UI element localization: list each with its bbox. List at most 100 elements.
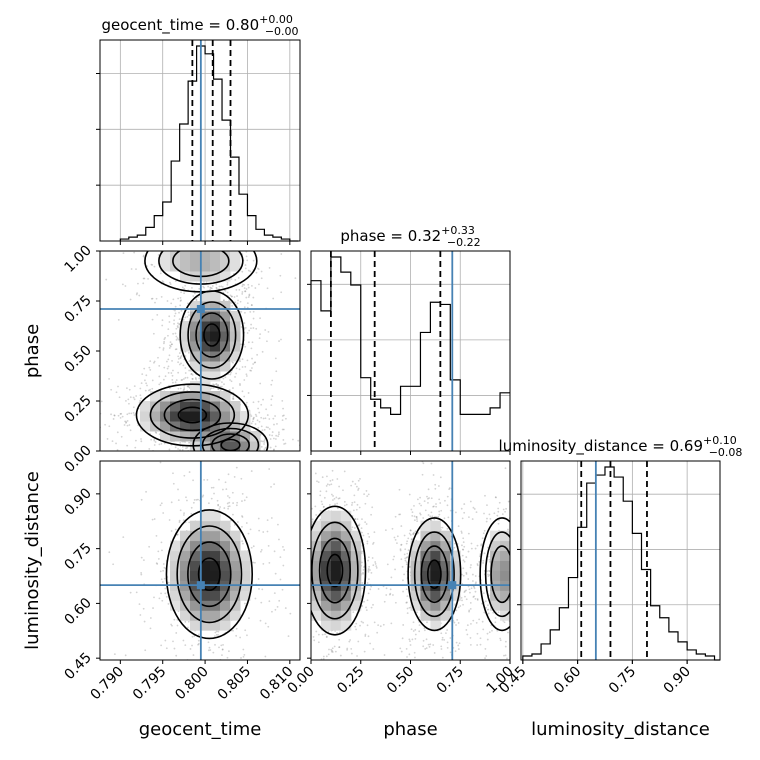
scatter-point: [499, 637, 502, 640]
scatter-point: [171, 359, 173, 362]
scatter-point: [236, 295, 238, 297]
scatter-point: [423, 629, 426, 632]
scatter-point: [437, 515, 440, 518]
scatter-point: [461, 599, 463, 602]
scatter-point: [438, 498, 441, 501]
scatter-point: [498, 501, 501, 504]
y-tick-label: 0.00: [61, 443, 94, 476]
scatter-point: [164, 336, 167, 339]
scatter-point: [472, 596, 475, 598]
scatter-point: [112, 563, 115, 566]
scatter-point: [413, 531, 415, 534]
scatter-point: [270, 383, 273, 386]
scatter-point: [382, 623, 385, 626]
scatter-point: [228, 501, 231, 504]
scatter-point: [482, 562, 485, 564]
scatter-point: [228, 496, 231, 499]
scatter-point: [374, 561, 377, 563]
scatter-point: [184, 376, 187, 379]
scatter-point: [250, 323, 253, 326]
density-cell: [220, 520, 231, 532]
scatter-point: [241, 293, 244, 295]
density-cell: [350, 600, 362, 611]
scatter-point: [197, 643, 199, 646]
density-cell: [490, 560, 501, 571]
scatter-point: [241, 390, 244, 393]
scatter-point: [246, 332, 249, 334]
scatter-point: [239, 300, 242, 303]
scatter-point: [462, 574, 465, 577]
scatter-point: [261, 429, 264, 432]
scatter-point: [483, 552, 486, 555]
scatter-point: [241, 358, 244, 361]
scatter-point: [168, 347, 171, 349]
scatter-point: [215, 383, 218, 385]
scatter-point: [502, 508, 505, 511]
scatter-point: [126, 387, 128, 390]
scatter-point: [415, 515, 418, 518]
density-cell: [440, 530, 451, 542]
scatter-point: [213, 492, 215, 495]
scatter-point: [236, 302, 239, 305]
scatter-point: [241, 291, 244, 293]
scatter-point: [278, 433, 280, 436]
scatter-point: [166, 300, 169, 302]
title-minus: −0.22: [447, 236, 481, 249]
scatter-point: [218, 646, 220, 649]
scatter-point: [153, 439, 156, 442]
title-plus: +0.00: [259, 13, 293, 26]
contour-line: [149, 391, 236, 439]
scatter-point: [104, 423, 107, 426]
density-cell: [420, 560, 431, 571]
scatter-point: [178, 363, 181, 366]
scatter-point: [163, 338, 166, 341]
scatter-point: [188, 441, 190, 444]
scatter-point: [422, 639, 425, 642]
scatter-point: [170, 530, 173, 532]
density-cell: [160, 421, 171, 432]
scatter-point: [367, 493, 370, 496]
scatter-point: [410, 628, 413, 631]
scatter-point: [113, 653, 116, 656]
scatter-point: [240, 326, 243, 328]
density-cell: [311, 560, 322, 571]
scatter-point: [466, 624, 469, 627]
scatter-point: [414, 656, 416, 659]
scatter-point: [166, 360, 168, 363]
scatter-point: [364, 633, 367, 636]
scatter-point: [446, 646, 449, 649]
density-cell: [320, 550, 332, 561]
scatter-point: [439, 476, 442, 479]
scatter-point: [385, 594, 388, 596]
scatter-point: [370, 585, 373, 588]
scatter-point: [245, 288, 248, 290]
scatter-point: [454, 650, 457, 653]
density-cell: [240, 441, 251, 451]
scatter-point: [129, 591, 132, 594]
density-cell: [311, 530, 322, 542]
scatter-point: [183, 474, 186, 477]
scatter-point: [325, 635, 328, 638]
scatter-point: [459, 605, 462, 607]
density-cell: [430, 590, 441, 601]
scatter-point: [461, 548, 464, 551]
scatter-point: [151, 297, 154, 300]
scatter-point: [314, 505, 317, 508]
density-cell: [500, 530, 510, 542]
scatter-point: [474, 590, 477, 593]
density-cell: [350, 540, 362, 552]
scatter-point: [186, 446, 189, 449]
scatter-point: [260, 403, 263, 406]
density-cell: [150, 401, 161, 412]
contour-line: [490, 545, 510, 604]
axes-frame: [520, 460, 721, 661]
scatter-point: [419, 512, 421, 515]
scatter-point: [133, 398, 136, 401]
scatter-point: [384, 529, 387, 532]
scatter-point: [249, 270, 252, 273]
scatter-point: [161, 324, 164, 327]
contour-line: [187, 541, 232, 608]
scatter-point: [158, 443, 161, 446]
scatter-point: [279, 556, 282, 559]
scatter-point: [405, 561, 408, 563]
